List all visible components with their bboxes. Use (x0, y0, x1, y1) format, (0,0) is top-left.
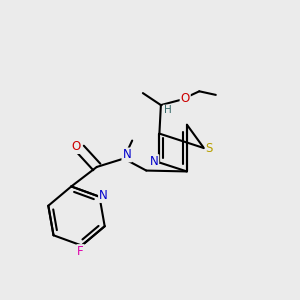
Text: F: F (77, 245, 84, 258)
Text: O: O (181, 92, 190, 105)
Text: N: N (122, 148, 131, 161)
Text: S: S (206, 142, 213, 154)
Text: O: O (72, 140, 81, 153)
Text: N: N (150, 155, 158, 168)
Text: N: N (99, 189, 108, 202)
Text: H: H (164, 106, 171, 116)
